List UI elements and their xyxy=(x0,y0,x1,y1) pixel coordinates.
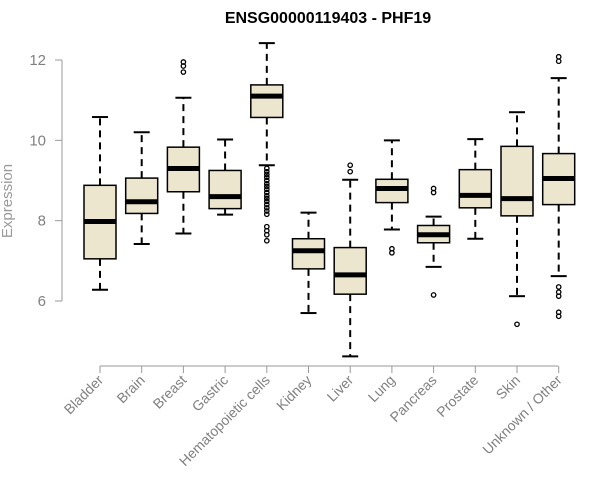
box xyxy=(208,169,242,210)
box-group xyxy=(375,139,409,256)
outlier-point xyxy=(555,309,562,316)
outlier-point xyxy=(180,59,187,65)
outlier-point xyxy=(263,211,270,218)
outlier-point xyxy=(263,204,270,211)
x-tick-label: Prostate xyxy=(433,372,481,420)
box-group xyxy=(500,111,534,328)
outlier-point xyxy=(263,183,270,190)
y-tick-label: 10 xyxy=(29,132,46,149)
x-tick-label: Breast xyxy=(150,372,190,412)
outlier-point xyxy=(263,231,270,238)
outlier-point xyxy=(263,237,270,244)
x-tick-label: Skin xyxy=(493,372,524,403)
box xyxy=(500,145,534,217)
box xyxy=(124,177,159,215)
box-group xyxy=(291,211,326,315)
outlier-point xyxy=(263,186,270,193)
outlier-point xyxy=(555,284,562,290)
x-tick-label: Bladder xyxy=(61,372,107,418)
box-group xyxy=(83,116,117,291)
x-tick-label: Brain xyxy=(113,372,147,406)
outlier-point xyxy=(514,321,520,328)
outlier-point xyxy=(263,198,270,205)
box-group xyxy=(541,53,576,320)
box-group xyxy=(208,138,242,216)
outlier-point xyxy=(555,53,562,60)
outlier-point xyxy=(430,185,437,192)
box-group xyxy=(124,131,159,245)
outlier-point xyxy=(263,201,270,208)
outlier-point xyxy=(263,189,270,196)
x-tick-label: Kidney xyxy=(273,372,315,414)
box-group xyxy=(166,59,201,235)
outlier-point xyxy=(263,177,270,184)
outlier-point xyxy=(263,174,270,181)
box-group xyxy=(416,185,451,298)
outlier-point xyxy=(430,292,437,298)
outlier-point xyxy=(263,171,270,178)
box xyxy=(291,237,326,270)
box xyxy=(458,168,493,209)
y-tick-label: 6 xyxy=(38,293,46,310)
x-tick-label: Lung xyxy=(365,372,398,405)
y-axis-label: Expression xyxy=(0,164,16,238)
box-group xyxy=(333,162,367,358)
outlier-point xyxy=(263,195,270,202)
outlier-point xyxy=(347,168,354,175)
outlier-point xyxy=(263,165,270,172)
plot-area xyxy=(83,42,576,358)
y-tick-label: 8 xyxy=(38,213,46,230)
outlier-point xyxy=(263,180,270,187)
box-group xyxy=(458,138,493,240)
outlier-point xyxy=(555,58,562,65)
outlier-point xyxy=(555,289,562,296)
outlier-point xyxy=(389,245,395,252)
outlier-point xyxy=(180,69,187,75)
x-tick-label: Unknown / Other xyxy=(479,372,565,458)
outlier-point xyxy=(263,168,270,175)
box xyxy=(250,84,284,119)
box xyxy=(333,246,367,295)
x-tick-label: Liver xyxy=(324,372,357,405)
outlier-point xyxy=(263,192,270,199)
chart-title: ENSG00000119403 - PHF19 xyxy=(225,10,431,27)
y-tick-label: 12 xyxy=(29,52,46,69)
outlier-point xyxy=(263,208,270,214)
box-group xyxy=(250,42,284,244)
outlier-point xyxy=(347,162,354,169)
